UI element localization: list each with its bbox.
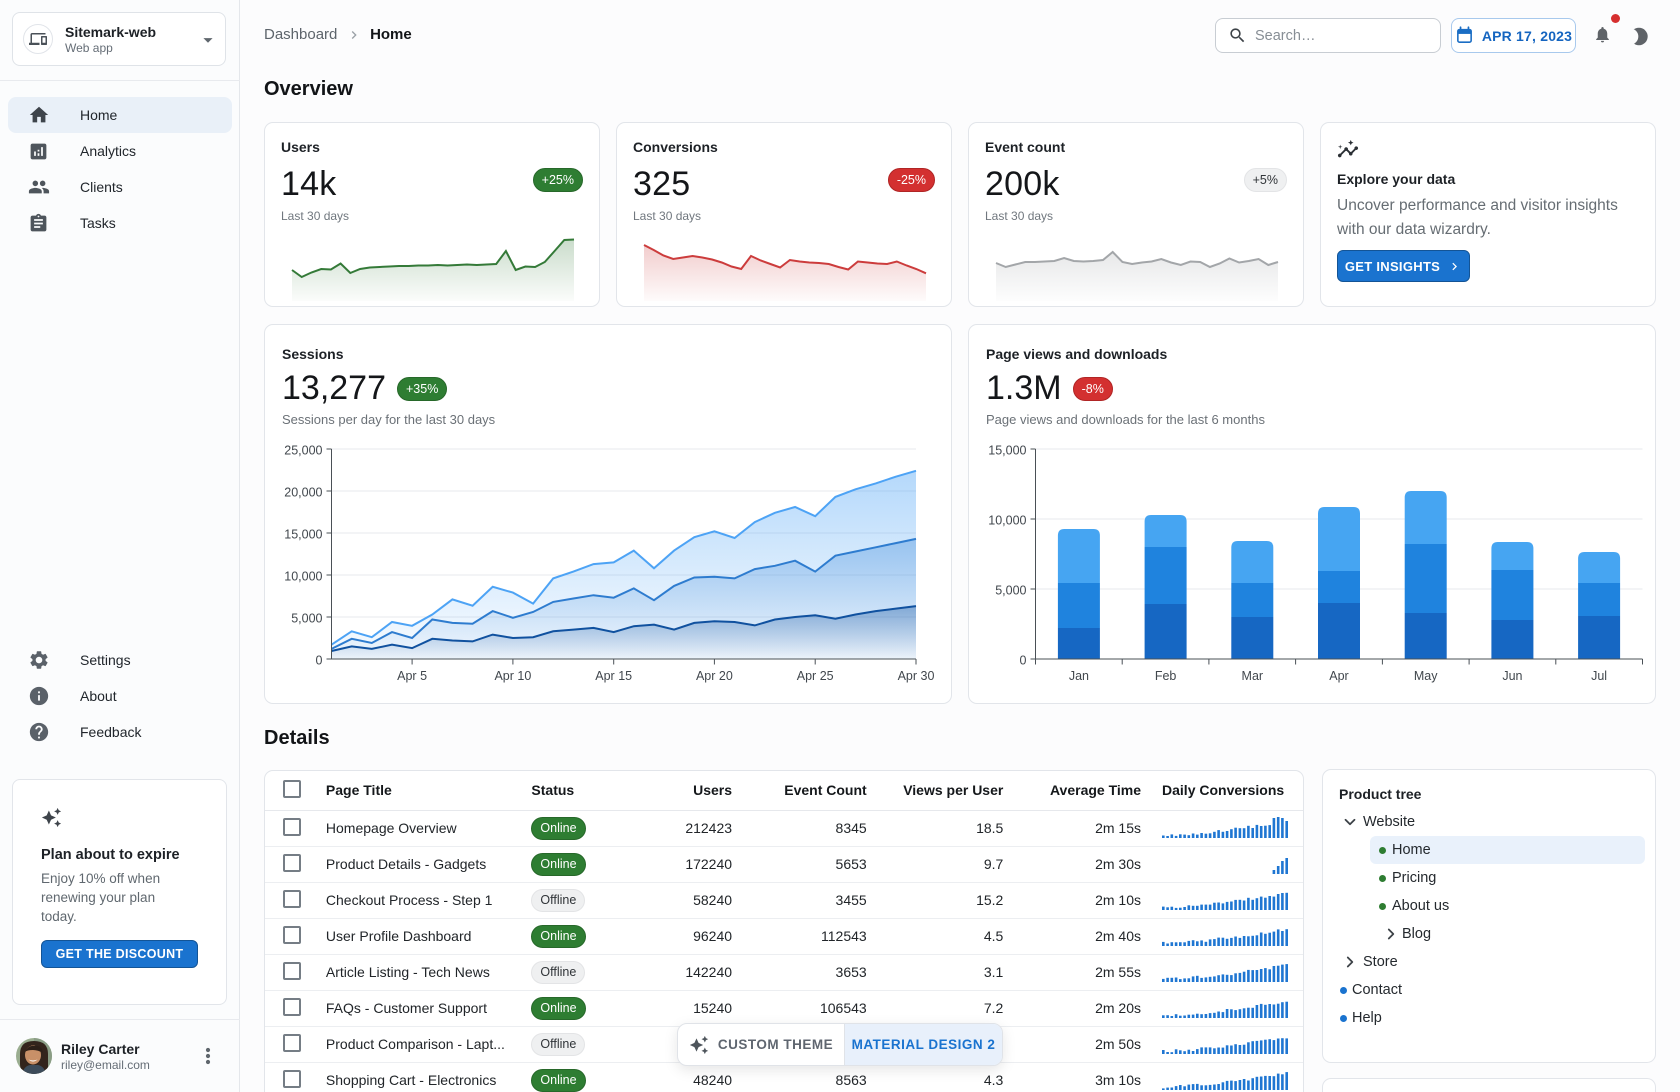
svg-text:Apr 25: Apr 25 [797, 669, 834, 683]
svg-text:May: May [1414, 669, 1438, 683]
svg-text:15,000: 15,000 [988, 444, 1026, 458]
svg-text:Jul: Jul [1591, 669, 1607, 683]
svg-text:Apr 20: Apr 20 [696, 669, 733, 683]
svg-text:5,000: 5,000 [995, 584, 1026, 598]
svg-text:Apr 30: Apr 30 [898, 669, 935, 683]
svg-text:Apr: Apr [1329, 669, 1348, 683]
svg-text:20,000: 20,000 [284, 486, 322, 500]
svg-text:5,000: 5,000 [291, 612, 322, 626]
svg-text:Apr 15: Apr 15 [595, 669, 632, 683]
svg-text:10,000: 10,000 [284, 570, 322, 584]
svg-text:25,000: 25,000 [284, 444, 322, 458]
svg-text:Feb: Feb [1155, 669, 1177, 683]
svg-text:Apr 10: Apr 10 [494, 669, 531, 683]
svg-text:Mar: Mar [1242, 669, 1264, 683]
svg-text:10,000: 10,000 [988, 514, 1026, 528]
svg-text:0: 0 [316, 654, 323, 668]
svg-text:0: 0 [1020, 654, 1027, 668]
svg-text:Jun: Jun [1502, 669, 1522, 683]
svg-text:Jan: Jan [1069, 669, 1089, 683]
svg-text:Apr 5: Apr 5 [397, 669, 427, 683]
svg-text:15,000: 15,000 [284, 528, 322, 542]
